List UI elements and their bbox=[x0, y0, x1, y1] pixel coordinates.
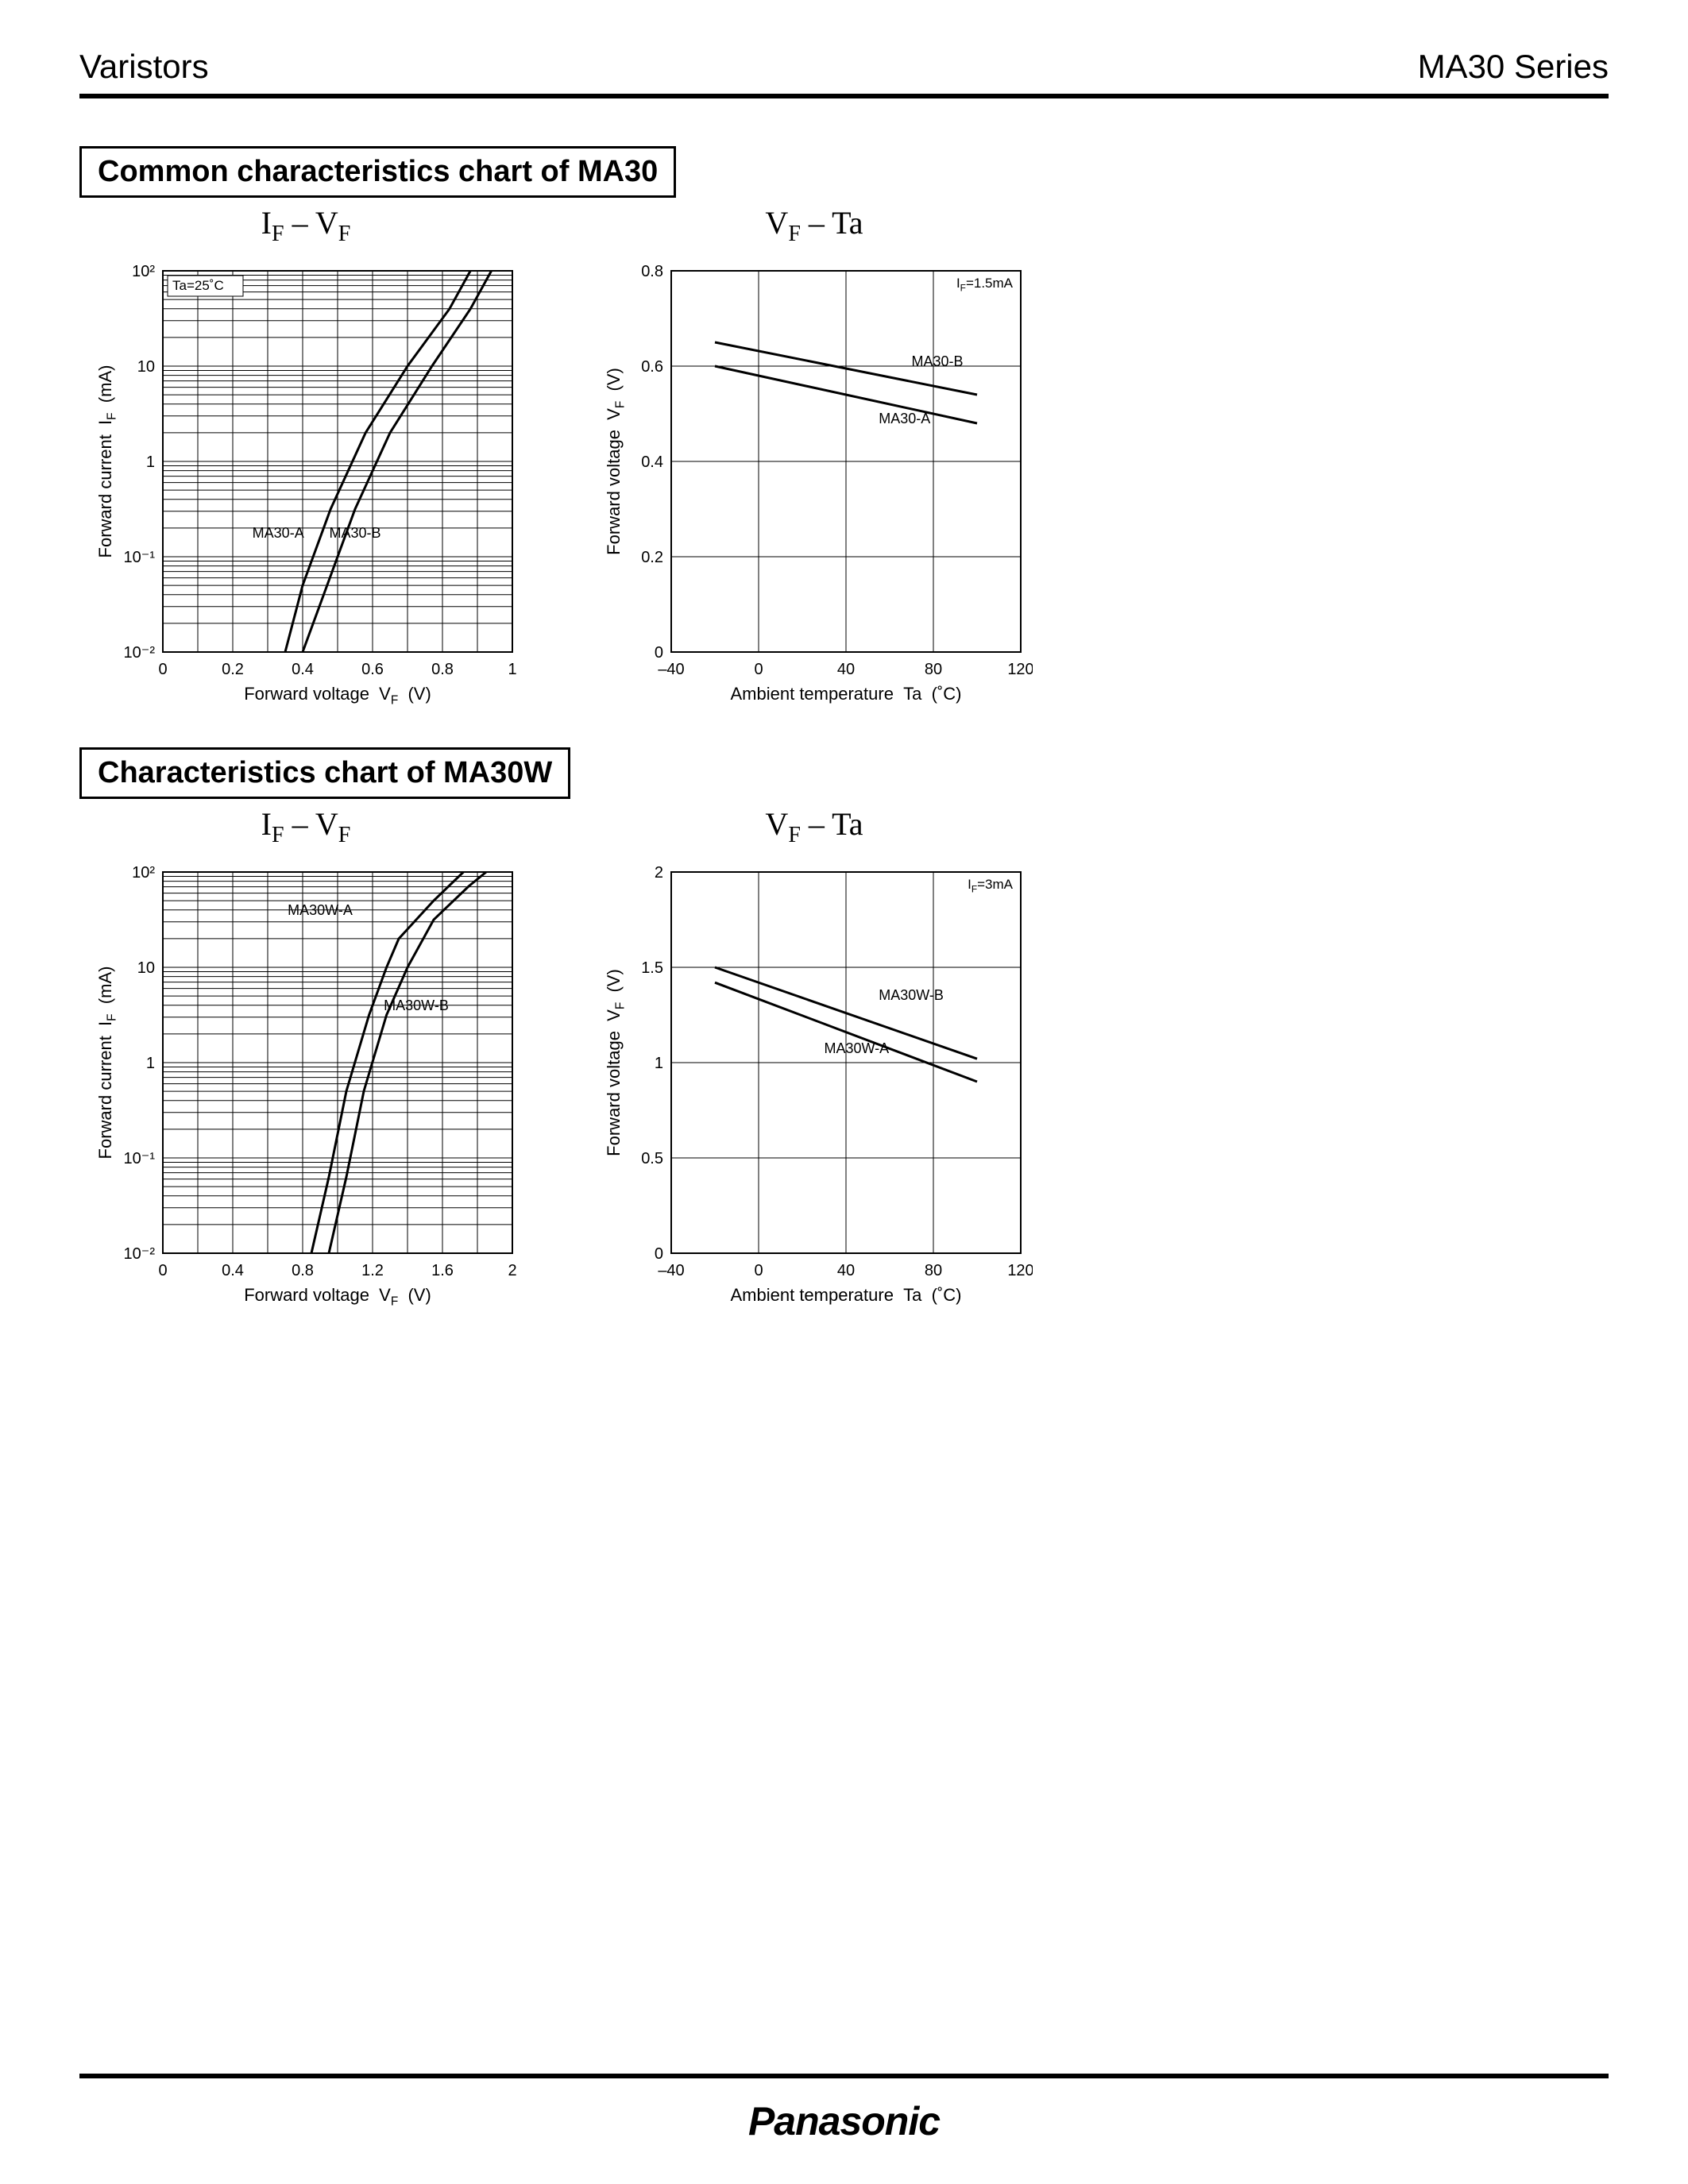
svg-text:MA30-B: MA30-B bbox=[912, 353, 964, 369]
svg-text:10⁻²: 10⁻² bbox=[124, 1245, 156, 1263]
svg-text:1: 1 bbox=[655, 1055, 663, 1072]
section-ma30: Common characteristics chart of MA30 IF … bbox=[79, 146, 1609, 716]
svg-text:1: 1 bbox=[508, 661, 516, 678]
svg-text:80: 80 bbox=[925, 1262, 942, 1279]
svg-text:MA30-A: MA30-A bbox=[253, 525, 304, 541]
chart-svg-if-vf-ma30: 0 0.2 0.4 0.6 0.8 1 10⁻² 10⁻¹ 1 10 10² MA30-A MA30-B… bbox=[87, 259, 524, 716]
chart-title: VF – Ta bbox=[765, 204, 863, 247]
svg-text:1: 1 bbox=[146, 1055, 155, 1072]
charts-row-ma30: IF – VF 0 0.2 0.4 0.6 0.8 1 10⁻² 10⁻¹ 1 10 10² MA30… bbox=[79, 204, 1609, 716]
svg-text:0.8: 0.8 bbox=[431, 661, 454, 678]
section-ma30w: Characteristics chart of MA30W IF – VF 0… bbox=[79, 747, 1609, 1317]
header-right: MA30 Series bbox=[1418, 48, 1609, 86]
svg-text:–40: –40 bbox=[658, 661, 684, 678]
svg-text:0: 0 bbox=[754, 661, 763, 678]
chart-vf-ta-ma30: VF – Ta –400408012000.20.40.60.8MA30-AMA… bbox=[596, 204, 1033, 716]
svg-text:0.8: 0.8 bbox=[641, 263, 663, 280]
chart-svg-vf-ta-ma30: –400408012000.20.40.60.8MA30-AMA30-BAmbi… bbox=[596, 259, 1033, 716]
page-footer: Panasonic bbox=[79, 2074, 1609, 2144]
page-header: Varistors MA30 Series bbox=[79, 48, 1609, 98]
svg-text:MA30-B: MA30-B bbox=[329, 525, 380, 541]
svg-text:10⁻¹: 10⁻¹ bbox=[124, 1150, 156, 1167]
section-title-ma30w: Characteristics chart of MA30W bbox=[79, 747, 570, 799]
svg-text:1.2: 1.2 bbox=[361, 1262, 384, 1279]
svg-text:0.2: 0.2 bbox=[222, 661, 244, 678]
header-left: Varistors bbox=[79, 48, 209, 86]
section-title-ma30: Common characteristics chart of MA30 bbox=[79, 146, 676, 198]
svg-text:0.6: 0.6 bbox=[361, 661, 384, 678]
svg-text:0: 0 bbox=[655, 1245, 663, 1263]
chart-title: VF – Ta bbox=[765, 805, 863, 848]
chart-vf-ta-ma30w: VF – Ta –400408012000.511.52MA30W-AMA30W… bbox=[596, 805, 1033, 1317]
svg-text:0.4: 0.4 bbox=[292, 661, 314, 678]
svg-text:120: 120 bbox=[1007, 661, 1033, 678]
svg-text:10²: 10² bbox=[132, 263, 155, 280]
svg-text:0: 0 bbox=[754, 1262, 763, 1279]
svg-text:40: 40 bbox=[837, 661, 855, 678]
svg-text:10: 10 bbox=[137, 358, 155, 376]
svg-text:–40: –40 bbox=[658, 1262, 684, 1279]
svg-text:2: 2 bbox=[508, 1262, 516, 1279]
svg-text:0: 0 bbox=[655, 644, 663, 662]
chart-title: IF – VF bbox=[261, 204, 351, 247]
svg-text:MA30W-B: MA30W-B bbox=[879, 987, 944, 1003]
svg-text:0.5: 0.5 bbox=[641, 1150, 663, 1167]
chart-title: IF – VF bbox=[261, 805, 351, 848]
svg-text:2: 2 bbox=[655, 864, 663, 882]
svg-text:Ta=25˚C: Ta=25˚C bbox=[172, 278, 224, 293]
svg-text:MA30W-B: MA30W-B bbox=[384, 997, 449, 1013]
svg-text:1.6: 1.6 bbox=[431, 1262, 454, 1279]
svg-text:0.4: 0.4 bbox=[222, 1262, 244, 1279]
svg-text:0.6: 0.6 bbox=[641, 358, 663, 376]
svg-text:10²: 10² bbox=[132, 864, 155, 882]
charts-row-ma30w: IF – VF 00.40.81.21.6210⁻²10⁻¹11010²MA30… bbox=[79, 805, 1609, 1317]
svg-text:10⁻²: 10⁻² bbox=[124, 644, 156, 662]
svg-text:40: 40 bbox=[837, 1262, 855, 1279]
svg-text:120: 120 bbox=[1007, 1262, 1033, 1279]
chart-svg-if-vf-ma30w: 0 0.4 0.8 1.2 1.6 2 10⁻² 10⁻¹ 1 10 10² MA30W-A MA30W… bbox=[87, 860, 524, 1317]
datasheet-page: Varistors MA30 Series Common characteris… bbox=[0, 0, 1688, 2184]
brand-logo: Panasonic bbox=[748, 2099, 940, 2143]
svg-text:0.8: 0.8 bbox=[292, 1262, 314, 1279]
svg-text:10: 10 bbox=[137, 959, 155, 977]
svg-text:10⁻¹: 10⁻¹ bbox=[124, 549, 156, 566]
svg-text:0: 0 bbox=[158, 661, 167, 678]
svg-text:MA30W-A: MA30W-A bbox=[288, 902, 353, 918]
svg-text:80: 80 bbox=[925, 661, 942, 678]
chart-if-vf-ma30: IF – VF 0 0.2 0.4 0.6 0.8 1 10⁻² 10⁻¹ 1 10 10² MA30… bbox=[87, 204, 524, 716]
svg-text:MA30W-A: MA30W-A bbox=[825, 1040, 890, 1056]
chart-if-vf-ma30w: IF – VF 0 0.4 0.8 1.2 1.6 2 10⁻² 10⁻¹ 1 10 10² MA30… bbox=[87, 805, 524, 1317]
svg-text:1.5: 1.5 bbox=[641, 959, 663, 977]
chart-svg-vf-ta-ma30w: –400408012000.511.52MA30W-AMA30W-BAmbien… bbox=[596, 860, 1033, 1317]
svg-text:1: 1 bbox=[146, 453, 155, 471]
svg-text:0.2: 0.2 bbox=[641, 549, 663, 566]
svg-text:MA30-A: MA30-A bbox=[879, 411, 930, 426]
svg-text:0: 0 bbox=[158, 1262, 167, 1279]
svg-text:0.4: 0.4 bbox=[641, 453, 663, 471]
